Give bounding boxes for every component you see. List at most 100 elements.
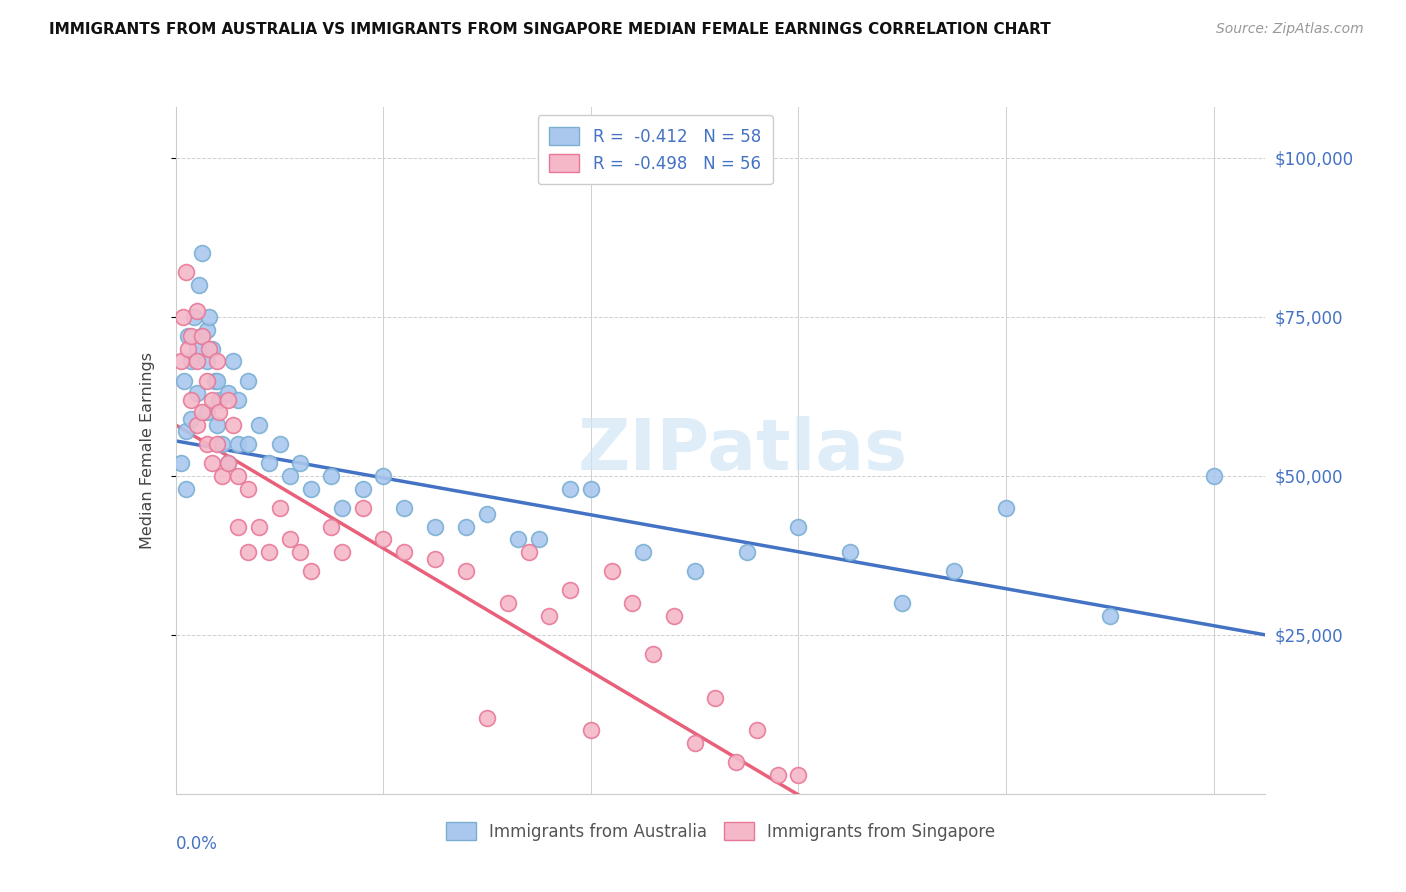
Point (186, 342, 208, 356)
Point (352, 482, 374, 496)
Point (207, 437, 229, 451)
Point (392, 500, 415, 515)
Point (456, 520, 478, 534)
Point (195, 354, 218, 368)
Point (226, 437, 249, 451)
Point (177, 329, 200, 343)
Point (226, 469, 249, 483)
Point (201, 392, 224, 407)
Point (631, 545, 654, 559)
Point (180, 354, 202, 368)
Point (352, 500, 374, 515)
Point (527, 533, 550, 547)
Point (190, 246, 212, 260)
Text: ZIPatlas: ZIPatlas (578, 416, 907, 485)
Point (217, 456, 239, 470)
Point (247, 520, 270, 534)
Point (222, 354, 245, 368)
Point (725, 755, 748, 769)
Point (683, 736, 706, 750)
Point (187, 278, 209, 293)
Point (238, 374, 260, 388)
Point (180, 392, 202, 407)
Point (269, 437, 291, 451)
Point (226, 520, 249, 534)
Point (195, 374, 218, 388)
Point (278, 469, 301, 483)
Point (299, 482, 322, 496)
Legend: Immigrants from Australia, Immigrants from Singapore: Immigrants from Australia, Immigrants fr… (439, 815, 1002, 847)
Point (373, 533, 395, 547)
Point (195, 437, 218, 451)
Point (186, 417, 208, 432)
Point (208, 405, 231, 419)
Point (994, 500, 1017, 515)
Point (643, 647, 665, 661)
Point (201, 342, 224, 356)
Point (943, 564, 966, 578)
Point (330, 500, 353, 515)
Point (735, 545, 758, 559)
Point (683, 564, 706, 578)
Point (373, 469, 395, 483)
Point (177, 342, 200, 356)
Point (180, 411, 202, 425)
Point (299, 564, 322, 578)
Point (1098, 608, 1121, 623)
Point (558, 482, 581, 496)
Point (238, 545, 260, 559)
Point (198, 342, 221, 356)
Point (517, 545, 540, 559)
Point (190, 329, 212, 343)
Point (211, 437, 233, 451)
Point (290, 545, 312, 559)
Point (186, 303, 208, 318)
Point (174, 265, 197, 279)
Point (508, 533, 530, 547)
Point (579, 482, 602, 496)
Point (321, 520, 343, 534)
Point (330, 545, 353, 559)
Point (198, 310, 221, 324)
Point (238, 437, 260, 451)
Point (425, 551, 447, 566)
Point (170, 354, 193, 368)
Point (745, 723, 768, 738)
Point (180, 329, 202, 343)
Point (257, 456, 280, 470)
Point (787, 520, 810, 534)
Text: 0.0%: 0.0% (176, 835, 218, 853)
Point (204, 374, 226, 388)
Point (195, 323, 218, 337)
Point (211, 469, 233, 483)
Point (475, 507, 498, 521)
Point (174, 425, 197, 439)
Point (392, 545, 415, 559)
Point (579, 723, 602, 738)
Point (1202, 469, 1225, 483)
Point (173, 374, 195, 388)
Point (174, 482, 197, 496)
Point (207, 354, 229, 368)
Point (269, 500, 291, 515)
Y-axis label: Median Female Earnings: Median Female Earnings (141, 352, 155, 549)
Point (201, 456, 224, 470)
Point (186, 386, 208, 401)
Point (662, 608, 685, 623)
Point (538, 608, 561, 623)
Point (247, 417, 270, 432)
Point (190, 329, 212, 343)
Point (704, 691, 727, 706)
Point (207, 374, 229, 388)
Point (172, 310, 194, 324)
Point (217, 456, 239, 470)
Point (278, 533, 301, 547)
Point (238, 482, 260, 496)
Point (766, 768, 789, 782)
Point (186, 354, 208, 368)
Point (222, 417, 245, 432)
Point (257, 545, 280, 559)
Point (321, 469, 343, 483)
Point (195, 405, 218, 419)
Point (217, 392, 239, 407)
